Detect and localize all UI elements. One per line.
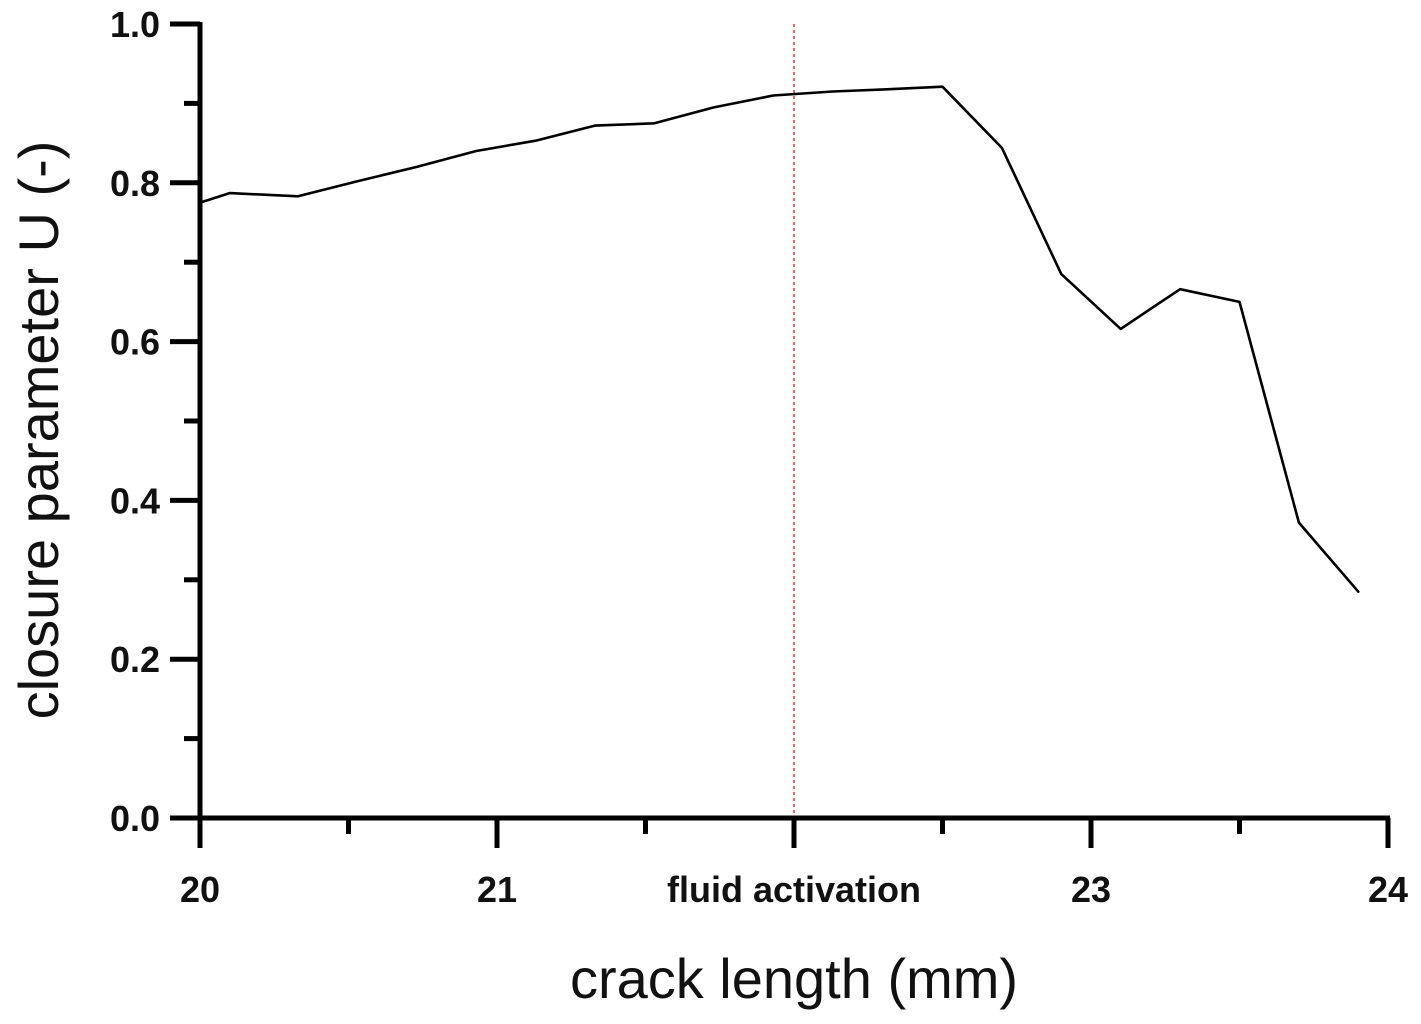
y-axis-title: closure parameter U (-) <box>7 141 70 720</box>
series-line-0 <box>198 85 1360 594</box>
x-tick-label: 20 <box>180 869 220 910</box>
x-tick-label: 23 <box>1071 869 1111 910</box>
y-tick-label: 1.0 <box>110 4 160 45</box>
series-layer <box>198 85 1360 594</box>
y-tick-label: 0.6 <box>110 322 160 363</box>
x-tick-label: 21 <box>477 869 517 910</box>
x-tick-label: fluid activation <box>667 869 921 910</box>
y-tick-label: 0.2 <box>110 639 160 680</box>
x-tick-label: 24 <box>1368 869 1408 910</box>
x-axis-title: crack length (mm) <box>570 947 1018 1010</box>
y-tick-label: 0.0 <box>110 798 160 839</box>
axes-layer: 0.0 0.2 0.4 0.6 0.8 1.0 20 21 fluid activation 23… <box>110 4 1408 910</box>
y-tick-label: 0.8 <box>110 163 160 204</box>
y-tick-label: 0.4 <box>110 480 160 521</box>
